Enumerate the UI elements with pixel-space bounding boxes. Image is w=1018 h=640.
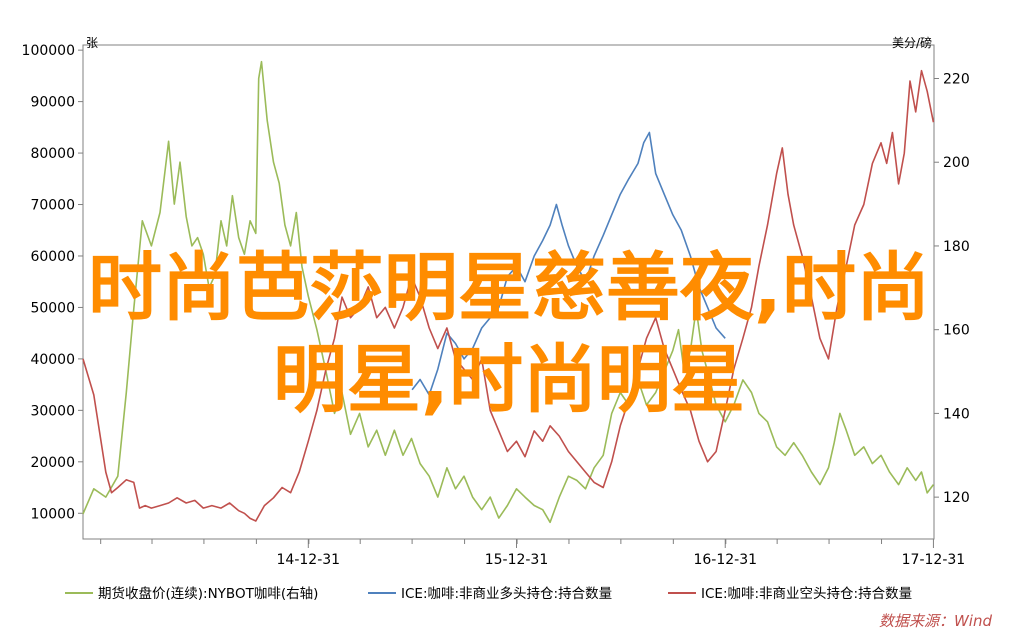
right-axis-ticks: 220 200 180 160 140 120: [934, 71, 970, 506]
left-tick-label: 60000: [30, 249, 75, 265]
right-tick-label: 160: [943, 323, 970, 339]
left-tick-label: 20000: [30, 455, 75, 471]
source-note: 数据来源：Wind: [878, 612, 992, 630]
left-axis-ticks: 100000 90000 80000 70000 60000 50000 40000 3000…: [22, 43, 83, 522]
x-tick-label: 15-12-31: [485, 552, 549, 568]
left-tick-label: 70000: [30, 198, 75, 214]
right-tick-label: 200: [943, 155, 970, 171]
series-layer: [82, 60, 935, 524]
left-tick-label: 40000: [30, 352, 75, 368]
right-tick-label: 140: [943, 406, 970, 422]
left-tick-label: 50000: [30, 300, 75, 316]
left-tick-label: 10000: [30, 506, 75, 522]
right-axis-unit: 美分/磅: [892, 35, 932, 50]
x-tick-label: 16-12-31: [693, 552, 757, 568]
x-tick-label: 14-12-31: [277, 552, 341, 568]
left-axis-unit: 张: [86, 36, 98, 50]
legend-label-red: ICE:咖啡:非商业空头持仓:持合数量: [701, 586, 912, 602]
x-axis-ticks: 14-12-31 15-12-31 16-12-31 17-12-31: [100, 539, 966, 568]
left-tick-label: 80000: [30, 146, 75, 162]
series-line-long-positions: [411, 131, 726, 396]
left-tick-label: 100000: [22, 43, 75, 59]
x-tick-label: 17-12-31: [902, 552, 966, 568]
plot-area: [82, 44, 935, 540]
right-tick-label: 120: [943, 490, 970, 506]
legend: 期货收盘价(连续):NYBOT咖啡(右轴) ICE:咖啡:非商业多头持仓:持合数…: [65, 585, 912, 602]
left-tick-label: 90000: [30, 95, 75, 111]
legend-label-blue: ICE:咖啡:非商业多头持仓:持合数量: [401, 585, 612, 602]
series-line-short-positions: [82, 69, 935, 522]
legend-label-green: 期货收盘价(连续):NYBOT咖啡(右轴): [98, 585, 318, 602]
right-tick-label: 180: [943, 239, 970, 255]
right-tick-label: 220: [943, 71, 970, 87]
series-line-nybot-coffee: [82, 60, 935, 524]
left-tick-label: 30000: [30, 403, 75, 419]
